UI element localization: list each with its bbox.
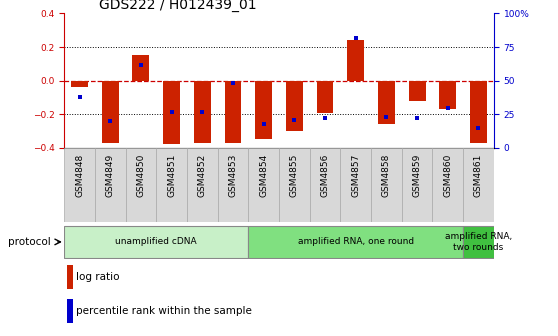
Bar bbox=[95, 148, 126, 222]
Bar bbox=[470, 81, 487, 143]
Text: percentile rank within the sample: percentile rank within the sample bbox=[76, 306, 252, 316]
Bar bbox=[371, 148, 402, 222]
Bar bbox=[67, 265, 73, 289]
Text: GSM4855: GSM4855 bbox=[290, 154, 299, 197]
Bar bbox=[132, 55, 150, 81]
Text: log ratio: log ratio bbox=[76, 272, 119, 282]
Bar bbox=[102, 81, 119, 143]
Text: amplified RNA, one round: amplified RNA, one round bbox=[297, 238, 414, 246]
Text: GSM4859: GSM4859 bbox=[412, 154, 422, 197]
Text: GSM4850: GSM4850 bbox=[136, 154, 146, 197]
Text: GSM4860: GSM4860 bbox=[443, 154, 453, 197]
Text: GSM4849: GSM4849 bbox=[105, 154, 115, 197]
Text: GSM4854: GSM4854 bbox=[259, 154, 268, 197]
Text: GSM4857: GSM4857 bbox=[351, 154, 360, 197]
Bar bbox=[347, 40, 364, 81]
Text: GSM4853: GSM4853 bbox=[228, 154, 238, 197]
Bar bbox=[224, 81, 242, 143]
Bar bbox=[64, 226, 248, 258]
Bar bbox=[340, 148, 371, 222]
Text: GSM4861: GSM4861 bbox=[474, 154, 483, 197]
Bar bbox=[163, 81, 180, 144]
Bar bbox=[218, 148, 248, 222]
Bar bbox=[279, 148, 310, 222]
Bar bbox=[156, 148, 187, 222]
Bar bbox=[248, 148, 279, 222]
Bar bbox=[255, 81, 272, 139]
Bar bbox=[194, 81, 211, 143]
Bar bbox=[402, 148, 432, 222]
Bar bbox=[248, 226, 463, 258]
Bar bbox=[64, 148, 95, 222]
Bar bbox=[408, 81, 426, 101]
Text: GSM4852: GSM4852 bbox=[198, 154, 207, 197]
Bar bbox=[316, 81, 334, 113]
Bar bbox=[286, 81, 303, 131]
Text: GSM4858: GSM4858 bbox=[382, 154, 391, 197]
Bar bbox=[463, 148, 494, 222]
Bar bbox=[126, 148, 156, 222]
Bar bbox=[439, 81, 456, 109]
Text: amplified RNA,
two rounds: amplified RNA, two rounds bbox=[445, 232, 512, 252]
Text: GSM4851: GSM4851 bbox=[167, 154, 176, 197]
Bar bbox=[67, 299, 73, 323]
Text: unamplified cDNA: unamplified cDNA bbox=[116, 238, 197, 246]
Bar bbox=[463, 226, 494, 258]
Bar bbox=[71, 81, 88, 87]
Bar bbox=[310, 148, 340, 222]
Bar bbox=[378, 81, 395, 124]
Text: GSM4848: GSM4848 bbox=[75, 154, 84, 197]
Text: GDS222 / H012439_01: GDS222 / H012439_01 bbox=[99, 0, 256, 12]
Text: GSM4856: GSM4856 bbox=[320, 154, 330, 197]
Bar bbox=[187, 148, 218, 222]
Text: protocol: protocol bbox=[8, 237, 51, 247]
Bar bbox=[432, 148, 463, 222]
